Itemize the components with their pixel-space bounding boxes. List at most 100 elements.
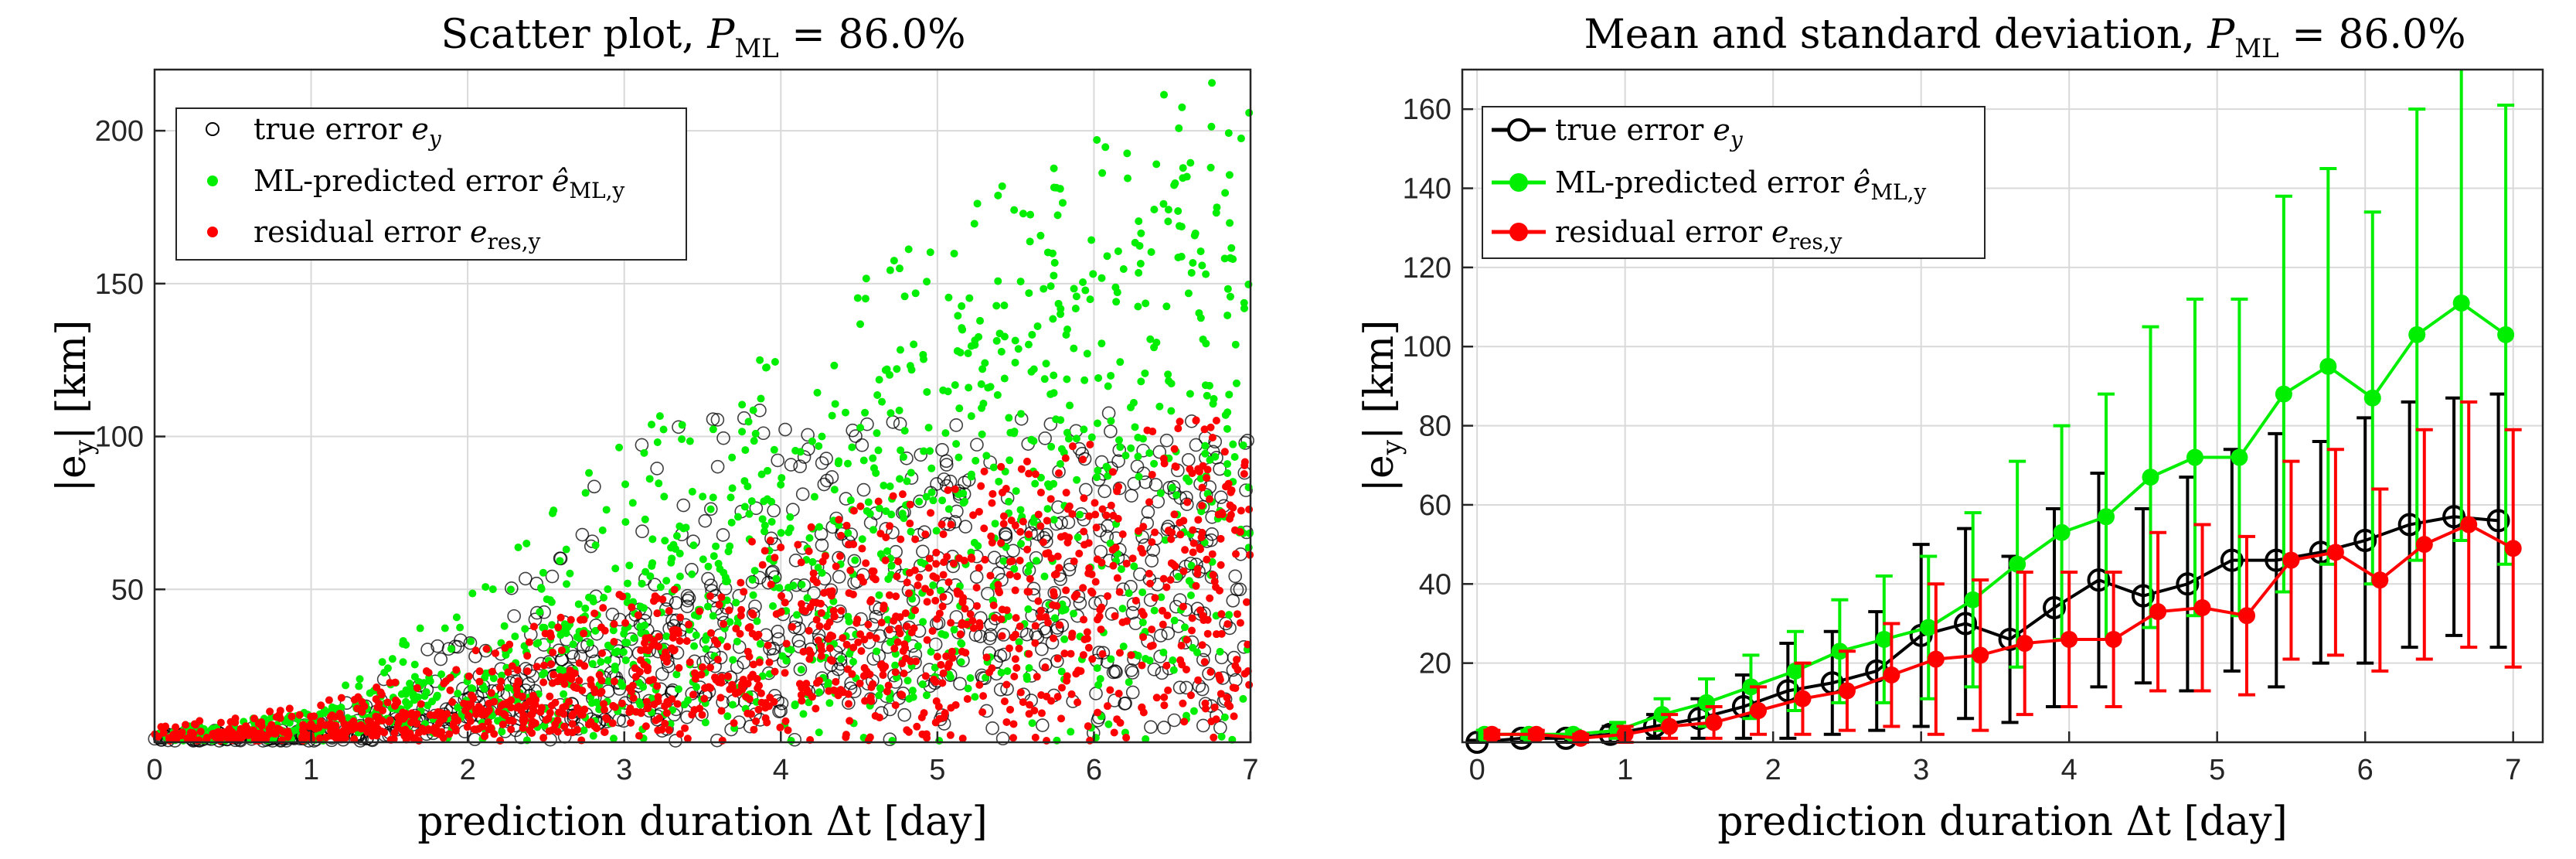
scatter-point: [795, 487, 810, 501]
scatter-point: [1073, 476, 1081, 484]
scatter-point: [1162, 583, 1171, 591]
scatter-point: [725, 606, 733, 615]
scatter-point: [1140, 516, 1155, 530]
scatter-point: [954, 312, 962, 320]
scatter-point: [1141, 369, 1149, 377]
scatter-point: [586, 639, 594, 647]
scatter-point: [869, 454, 877, 462]
scatter-point: [1073, 590, 1081, 598]
scatter-point: [787, 646, 795, 654]
scatter-point: [1006, 456, 1014, 465]
scatter-point: [939, 530, 948, 538]
scatter-point: [600, 593, 608, 602]
scatter-point: [866, 631, 874, 639]
scatter-point: [1176, 418, 1184, 426]
scatter-point: [1203, 474, 1211, 482]
scatter-point: [736, 629, 744, 638]
scatter-point: [856, 482, 871, 497]
scatter-point: [875, 376, 883, 384]
scatter-point: [713, 656, 722, 664]
scatter-point: [1050, 271, 1058, 280]
scatter-point: [861, 295, 869, 303]
scatter-point: [750, 567, 759, 575]
scatter-point: [830, 612, 839, 621]
scatter-point: [428, 697, 437, 706]
scatter-point: [886, 409, 895, 418]
scatter-point: [893, 572, 901, 581]
scatter-point: [710, 552, 718, 561]
scatter-point: [523, 667, 532, 676]
scatter-point: [522, 539, 531, 547]
scatter-point: [770, 445, 778, 454]
scatter-point: [1025, 664, 1033, 673]
scatter-point: [700, 694, 709, 703]
mean-marker: [2193, 599, 2211, 616]
scatter-point: [871, 711, 880, 720]
scatter-point: [848, 443, 856, 452]
scatter-point: [895, 406, 903, 414]
scatter-point: [641, 722, 650, 731]
scatter-point: [797, 558, 805, 567]
scatter-point: [354, 693, 362, 701]
scatter-point: [715, 601, 723, 609]
scatter-point: [900, 670, 908, 678]
scatter-point: [373, 683, 381, 691]
scatter-point: [1175, 222, 1183, 230]
scatter-point: [305, 722, 314, 731]
scatter-point: [762, 363, 771, 372]
scatter-point: [969, 624, 978, 632]
scatter-point: [810, 560, 825, 574]
scatter-point: [445, 730, 454, 738]
scatter-point: [1210, 733, 1218, 741]
scatter-point: [1023, 675, 1031, 683]
scatter-point: [903, 578, 911, 587]
scatter-point: [1104, 424, 1118, 438]
scatter-point: [1135, 241, 1144, 250]
scatter-point: [386, 679, 394, 687]
scatter-point: [894, 557, 903, 566]
scatter-point: [1024, 605, 1033, 613]
scatter-point: [1200, 658, 1209, 666]
scatter-point: [1137, 229, 1145, 237]
scatter-point: [1245, 108, 1254, 117]
scatter-point: [842, 731, 850, 739]
scatter-point: [849, 643, 858, 652]
scatter-point: [989, 601, 998, 609]
scatter-point: [815, 688, 823, 697]
scatter-point: [1019, 517, 1027, 526]
scatter-point: [655, 666, 669, 681]
errorbar-series-2: [1483, 400, 2522, 747]
scatter-point: [782, 656, 791, 665]
scatter-point: [434, 652, 448, 666]
scatter-point: [1152, 160, 1161, 169]
scatter-point: [745, 510, 754, 518]
scatter-point: [1079, 278, 1087, 287]
scatter-point: [1186, 691, 1195, 700]
scatter-point: [597, 658, 605, 666]
scatter-point: [407, 711, 415, 719]
scatter-point: [588, 660, 597, 668]
scatter-point: [1035, 642, 1049, 656]
scatter-point: [830, 486, 839, 494]
scatter-point: [1107, 371, 1115, 380]
scatter-point: [600, 700, 608, 708]
scatter-point: [1062, 331, 1070, 339]
scatter-point: [748, 670, 757, 679]
scatter-point: [880, 605, 888, 613]
mean-std-x-axis-label: prediction duration Δt [day]: [1717, 799, 2288, 845]
scatter-point: [890, 257, 898, 265]
scatter-point: [1084, 569, 1093, 578]
scatter-point: [837, 531, 846, 540]
scatter-point: [884, 574, 893, 583]
scatter-point: [1233, 656, 1241, 664]
scatter-point: [1106, 665, 1121, 680]
scatter-point: [1063, 375, 1071, 383]
scatter-point: [1198, 641, 1206, 649]
y-tick-label: 150: [95, 268, 144, 301]
scatter-point: [1179, 516, 1188, 525]
scatter-point: [1104, 720, 1113, 728]
scatter-point: [944, 293, 953, 302]
scatter-point: [1101, 143, 1110, 152]
scatter-point: [931, 678, 940, 687]
scatter-point: [834, 459, 842, 468]
